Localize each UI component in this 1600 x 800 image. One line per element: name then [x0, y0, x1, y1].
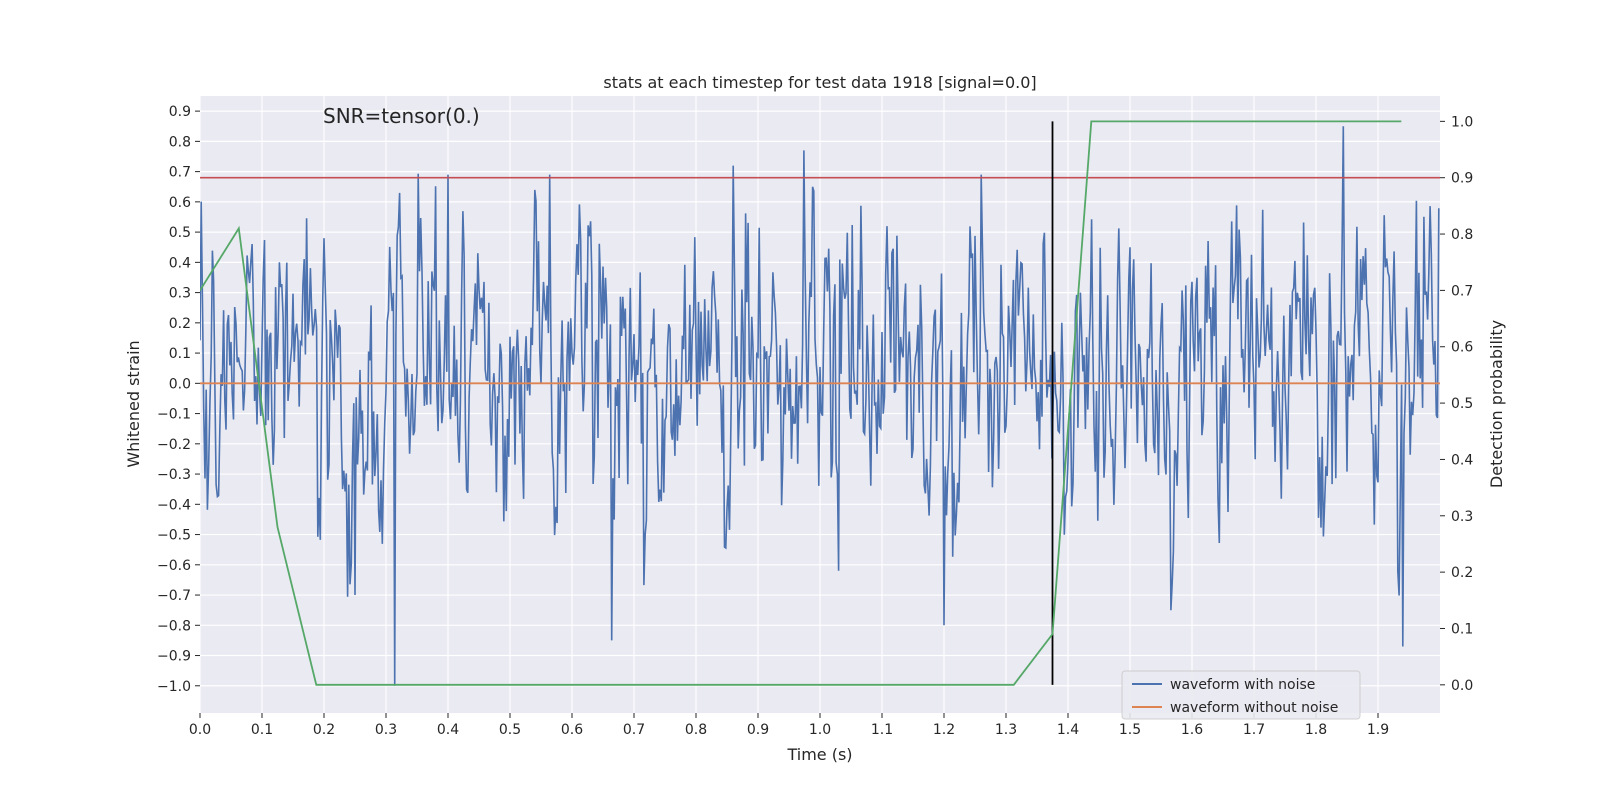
- x-tick-label: 0.5: [499, 722, 521, 738]
- y-tick-label: 0.1: [169, 346, 191, 362]
- y2-tick-label: 0.6: [1451, 340, 1473, 356]
- y-tick-label: 0.0: [169, 376, 191, 392]
- y-tick-label: 0.9: [169, 104, 191, 120]
- x-tick-label: 0.7: [623, 722, 645, 738]
- y-tick-label: 0.5: [169, 225, 191, 241]
- y-tick-label: 0.7: [169, 165, 191, 181]
- x-tick-label: 1.1: [871, 722, 893, 738]
- y-tick-label: −0.5: [157, 528, 191, 544]
- y2-tick-label: 0.4: [1451, 452, 1473, 468]
- y2-tick-label: 0.2: [1451, 565, 1473, 581]
- y-tick-label: −0.9: [157, 649, 191, 665]
- x-axis-label: Time (s): [786, 745, 852, 764]
- y-tick-label: 0.6: [169, 195, 191, 211]
- x-tick-label: 1.3: [995, 722, 1017, 738]
- x-tick-label: 0.2: [313, 722, 335, 738]
- legend-label-noise: waveform with noise: [1170, 677, 1315, 693]
- legend: waveform with noise waveform without noi…: [1121, 670, 1361, 720]
- series-layer: [200, 120, 1440, 686]
- y-tick-label: −0.7: [157, 588, 191, 604]
- y2-tick-label: 1.0: [1451, 114, 1473, 130]
- y-tick-label: −0.2: [157, 437, 191, 453]
- x-tick-label: 0.3: [375, 722, 397, 738]
- y2-tick-label: 0.3: [1451, 509, 1473, 525]
- chart-title: stats at each timestep for test data 191…: [603, 73, 1036, 92]
- y2-tick-label: 0.1: [1451, 621, 1473, 637]
- x-tick-label: 1.9: [1367, 722, 1389, 738]
- x-tick-label: 0.8: [685, 722, 707, 738]
- series-detection-probability: [200, 120, 1402, 686]
- x-ticks: 0.0 0.1 0.2 0.3 0.4 0.5 0.6 0.7 0.8 0.9 1.0 1.1 1.2 1…: [189, 713, 1389, 738]
- x-tick-label: 1.4: [1057, 722, 1079, 738]
- y-tick-label: 0.3: [169, 286, 191, 302]
- x-tick-label: 0.6: [561, 722, 583, 738]
- x-tick-label: 1.8: [1305, 722, 1327, 738]
- y-tick-label: −1.0: [157, 679, 191, 695]
- snr-annotation: SNR=tensor(0.): [323, 104, 480, 128]
- y-tick-label: −0.1: [157, 407, 191, 423]
- y-tick-label: −0.3: [157, 467, 191, 483]
- y2-tick-label: 0.0: [1451, 678, 1473, 694]
- y-ticks: 0.9 0.8 0.7 0.6 0.5 0.4 0.3 0.2 0.1 0.0 −0.1 −0.2 −0…: [157, 104, 200, 695]
- x-tick-label: 1.5: [1119, 722, 1141, 738]
- x-tick-label: 1.6: [1181, 722, 1203, 738]
- y-tick-label: 0.2: [169, 316, 191, 332]
- x-tick-label: 1.2: [933, 722, 955, 738]
- x-tick-label: 1.7: [1243, 722, 1265, 738]
- y-tick-label: 0.4: [169, 255, 191, 271]
- x-tick-label: 0.0: [189, 722, 211, 738]
- y-tick-label: −0.4: [157, 497, 191, 513]
- y-tick-label: 0.8: [169, 134, 191, 150]
- y2-axis-label: Detection probability: [1487, 320, 1506, 488]
- y2-tick-label: 0.8: [1451, 227, 1473, 243]
- y2-tick-label: 0.9: [1451, 171, 1473, 187]
- legend-label-clean: waveform without noise: [1170, 700, 1338, 716]
- y2-tick-label: 0.5: [1451, 396, 1473, 412]
- x-tick-label: 0.1: [251, 722, 273, 738]
- y-tick-label: −0.8: [157, 618, 191, 634]
- x-tick-label: 0.9: [747, 722, 769, 738]
- x-tick-label: 1.0: [809, 722, 831, 738]
- y-tick-label: −0.6: [157, 558, 191, 574]
- y-axis-label: Whitened strain: [124, 340, 143, 467]
- x-tick-label: 0.4: [437, 722, 459, 738]
- y2-ticks: 1.0 0.9 0.8 0.7 0.6 0.5 0.4 0.3 0.2 0.1 0.0: [1440, 114, 1473, 694]
- legend-box: [1121, 670, 1361, 720]
- y2-tick-label: 0.7: [1451, 283, 1473, 299]
- grid: [199, 96, 1440, 713]
- series-waveform-with-noise: [200, 126, 1440, 686]
